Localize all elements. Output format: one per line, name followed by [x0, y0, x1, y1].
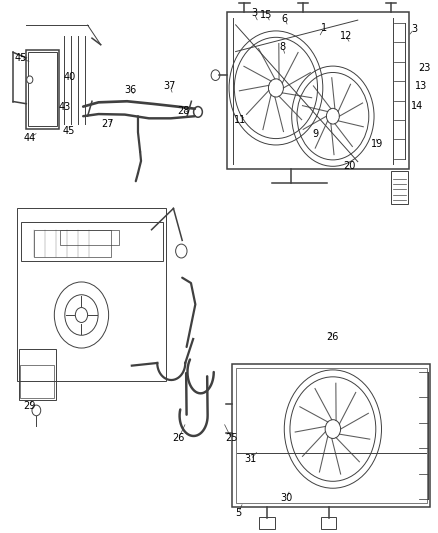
Text: 26: 26 — [327, 332, 339, 342]
Text: 45: 45 — [63, 126, 75, 135]
Text: 27: 27 — [102, 119, 114, 128]
Text: 5: 5 — [236, 508, 242, 518]
Text: 20: 20 — [343, 161, 356, 171]
Bar — [26, 50, 59, 129]
Bar — [227, 12, 409, 169]
Text: 14: 14 — [411, 101, 423, 110]
Bar — [391, 171, 408, 204]
Text: 31: 31 — [244, 455, 257, 464]
Text: 9: 9 — [312, 130, 318, 139]
Text: 28: 28 — [177, 106, 189, 116]
Circle shape — [27, 76, 33, 83]
Bar — [259, 517, 275, 529]
Text: 8: 8 — [279, 42, 286, 52]
Bar — [321, 517, 336, 529]
Bar — [236, 368, 427, 503]
Text: 44: 44 — [24, 133, 36, 142]
Text: 25: 25 — [225, 433, 237, 443]
Text: 40: 40 — [63, 72, 75, 82]
Bar — [17, 208, 166, 381]
Text: 43: 43 — [59, 102, 71, 111]
Bar — [60, 230, 119, 246]
Text: 3: 3 — [411, 25, 417, 34]
Text: 12: 12 — [340, 31, 352, 41]
Text: 13: 13 — [415, 82, 427, 91]
Text: 15: 15 — [260, 10, 272, 20]
Text: 26: 26 — [173, 433, 185, 443]
Bar — [232, 364, 430, 507]
Text: 23: 23 — [419, 63, 431, 73]
Text: 3: 3 — [251, 9, 257, 18]
Text: 11: 11 — [233, 115, 246, 125]
Text: 37: 37 — [164, 82, 176, 91]
Text: 6: 6 — [282, 14, 288, 23]
Text: 30: 30 — [281, 494, 293, 503]
Bar — [34, 230, 110, 257]
Text: 29: 29 — [24, 401, 36, 411]
Circle shape — [194, 107, 202, 117]
Text: 1: 1 — [321, 23, 327, 33]
Bar — [21, 222, 163, 261]
Bar — [20, 365, 54, 398]
Text: 19: 19 — [371, 139, 384, 149]
Bar — [19, 349, 56, 400]
Bar — [28, 52, 57, 126]
Text: 36: 36 — [124, 85, 137, 94]
Text: 45: 45 — [15, 53, 27, 62]
